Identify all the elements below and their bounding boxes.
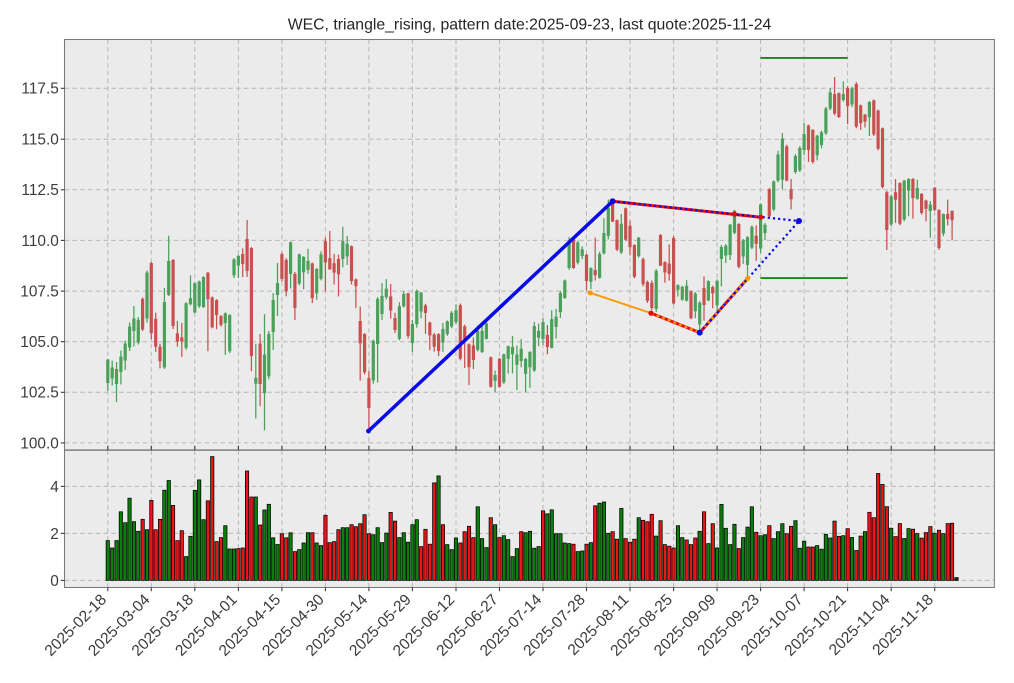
svg-text:4: 4 xyxy=(50,479,59,496)
svg-text:102.5: 102.5 xyxy=(20,385,59,402)
svg-text:100.0: 100.0 xyxy=(20,435,59,452)
svg-text:117.5: 117.5 xyxy=(21,81,58,98)
svg-text:115.0: 115.0 xyxy=(21,132,58,149)
svg-text:0: 0 xyxy=(50,573,59,590)
svg-text:2: 2 xyxy=(50,526,59,543)
svg-text:112.5: 112.5 xyxy=(21,182,58,199)
svg-text:110.0: 110.0 xyxy=(21,233,58,250)
svg-text:105.0: 105.0 xyxy=(20,334,59,351)
svg-text:107.5: 107.5 xyxy=(20,284,59,301)
svg-text:WEC, triangle_rising, pattern: WEC, triangle_rising, pattern date:2025-… xyxy=(288,16,772,33)
